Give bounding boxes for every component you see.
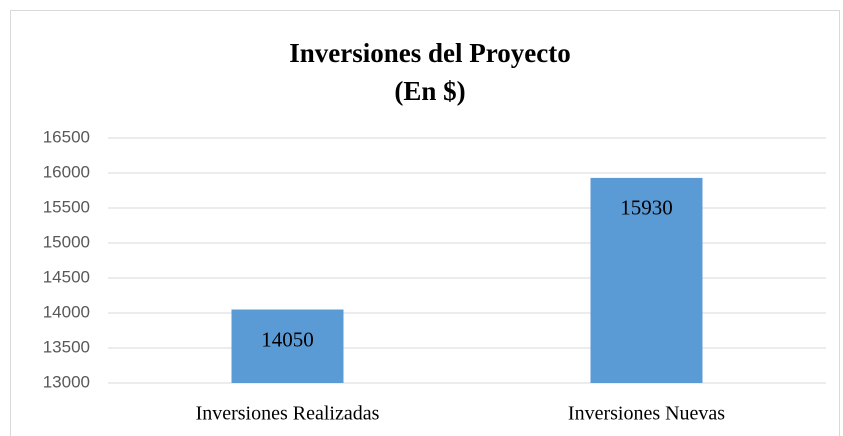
y-tick-label: 15000	[43, 232, 90, 251]
chart-border	[10, 10, 840, 436]
y-tick-label: 14000	[43, 302, 90, 321]
data-label: 14050	[261, 327, 314, 351]
bar	[590, 177, 703, 383]
y-tick-label: 16500	[43, 127, 90, 146]
y-tick-label: 16000	[43, 162, 90, 181]
y-tick-label: 14500	[43, 267, 90, 286]
bar	[231, 309, 344, 383]
y-tick-label: 15500	[43, 197, 90, 216]
chart-title: Inversiones del Proyecto	[289, 38, 570, 68]
chart-subtitle: (En $)	[394, 76, 465, 106]
y-tick-label: 13000	[43, 372, 90, 391]
x-tick-label: Inversiones Nuevas	[568, 403, 725, 425]
y-tick-label: 13500	[43, 337, 90, 356]
x-tick-label: Inversiones Realizadas	[196, 403, 380, 425]
data-label: 15930	[620, 196, 673, 220]
